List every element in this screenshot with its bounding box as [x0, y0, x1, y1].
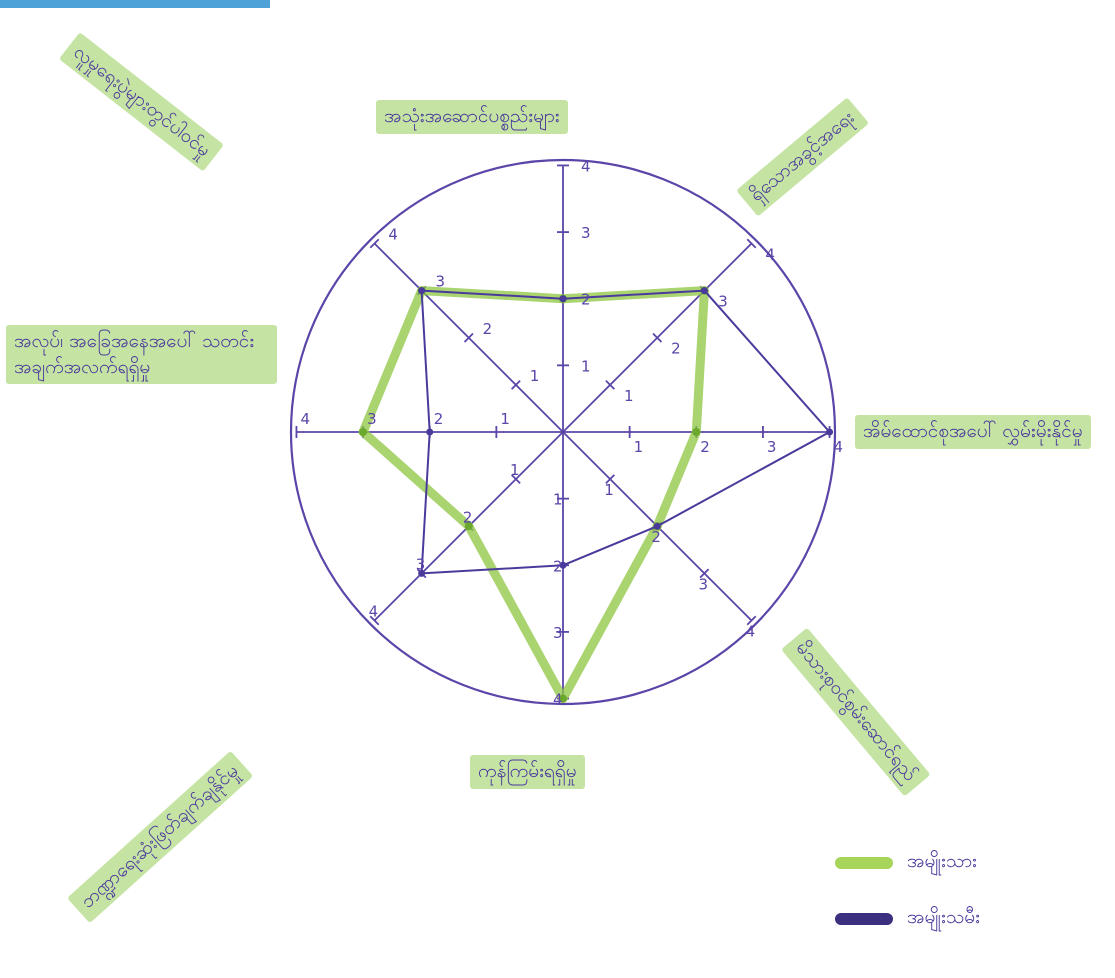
tick-label: 4 [300, 410, 310, 428]
data-point [418, 569, 426, 577]
tick-label: 3 [436, 273, 446, 291]
data-point [464, 522, 473, 531]
axis-tick [463, 332, 474, 343]
tick-label: 1 [634, 438, 644, 456]
scan-edge-strip [0, 0, 270, 8]
axis-label-left: အလုပ်၊ အခြေအနေအပေါ် သတင်းအချက်အလက်ရရှိမှ… [6, 325, 277, 385]
legend-item: အမျိုးသမီး [835, 891, 1075, 947]
data-point [418, 287, 426, 295]
axis-tick [510, 474, 521, 485]
tick-label: 1 [604, 481, 614, 499]
tick-label: 3 [698, 575, 708, 593]
tick-label: 3 [718, 293, 728, 311]
legend-swatch-male [835, 857, 893, 869]
tick-label: 1 [553, 491, 563, 509]
series-polygon-male [358, 286, 709, 704]
axis-tick [369, 615, 380, 626]
tick-label: 1 [581, 357, 591, 375]
axis-tick [605, 379, 616, 390]
axis-tick [699, 568, 710, 579]
data-point [653, 522, 661, 530]
data-point [700, 287, 708, 295]
tick-label: 2 [671, 340, 681, 358]
axis-label-right: အိမ်ထောင်စုအပေါ် လွှမ်းမိုးနိုင်မှု [855, 415, 1091, 449]
data-point [426, 428, 434, 436]
axis-tick [746, 615, 757, 626]
tick-label: 2 [483, 320, 493, 338]
tick-label: 3 [367, 410, 377, 428]
axis-tick [746, 238, 757, 249]
tick-label: 4 [834, 438, 844, 456]
legend-label: အမျိုးသား [907, 850, 977, 872]
data-point [559, 295, 567, 303]
legend: အမျိုးသား အမျိုးသမီး [835, 835, 1075, 955]
tick-label: 3 [553, 624, 563, 642]
axis-tick [652, 332, 663, 343]
tick-label: 1 [500, 410, 510, 428]
tick-label: 4 [369, 603, 379, 621]
tick-label: 2 [581, 291, 591, 309]
legend-item: အမျိုးသား [835, 835, 1075, 891]
tick-label: 4 [553, 691, 563, 709]
tick-label: 4 [388, 226, 398, 244]
data-point [559, 561, 567, 569]
tick-label: 3 [416, 555, 426, 573]
tick-label: 1 [530, 367, 540, 385]
outer-circle [289, 158, 837, 706]
axis-tick [369, 238, 380, 249]
axis-label-bottom: ကုန်ကြမ်းရရှိမှု [470, 755, 585, 789]
tick-label: 4 [765, 245, 775, 263]
tick-label: 2 [700, 438, 710, 456]
legend-label: အမျိုးသမီး [907, 906, 980, 928]
tick-label: 2 [553, 557, 563, 575]
data-point [559, 694, 567, 703]
tick-label: 3 [767, 438, 777, 456]
tick-label: 1 [510, 461, 520, 479]
data-point [826, 428, 834, 436]
legend-swatch-female [835, 913, 893, 925]
tick-label: 4 [746, 622, 756, 640]
tick-label: 1 [624, 387, 634, 405]
tick-label: 2 [651, 528, 661, 546]
axis-tick [605, 474, 616, 485]
data-point [359, 428, 368, 436]
axis-tick [510, 379, 521, 390]
tick-label: 2 [434, 410, 444, 428]
data-point [692, 428, 701, 436]
tick-label: 4 [581, 157, 591, 175]
tick-label: 3 [581, 224, 591, 242]
axis-label-top: အသုံးအဆောင်ပစ္စည်းများ [376, 100, 568, 134]
tick-label: 2 [463, 508, 473, 526]
